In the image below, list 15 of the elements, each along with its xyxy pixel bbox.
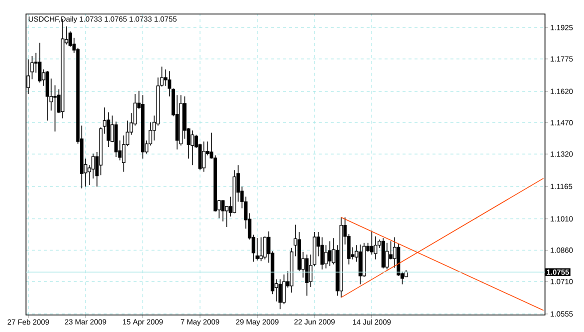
candlestick bbox=[278, 278, 282, 310]
candlestick bbox=[38, 42, 42, 83]
candlestick bbox=[259, 236, 263, 262]
candlestick bbox=[374, 236, 378, 260]
candlestick bbox=[256, 238, 259, 261]
candlestick bbox=[324, 244, 328, 269]
candlestick bbox=[263, 236, 267, 260]
candlestick bbox=[320, 236, 324, 270]
candlestick bbox=[190, 130, 194, 166]
candlestick bbox=[328, 240, 332, 266]
candlestick bbox=[91, 153, 95, 179]
candlestick bbox=[221, 200, 225, 222]
candlestick bbox=[370, 230, 374, 255]
candlestick bbox=[106, 112, 110, 148]
candlestick bbox=[202, 141, 206, 172]
